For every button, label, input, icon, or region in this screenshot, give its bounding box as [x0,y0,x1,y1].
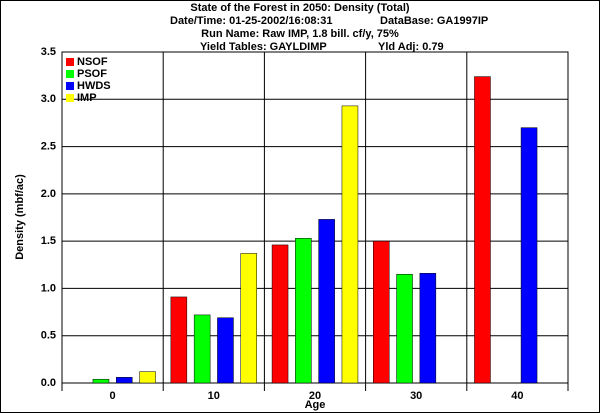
y-tick-label: 1.5 [41,235,56,247]
bar [139,371,156,384]
x-tick-label: 20 [309,390,321,402]
bar [116,377,133,384]
x-tick-label: 30 [410,390,422,402]
plot-border [61,51,569,384]
y-axis-label: Density (mbf/ac) [14,174,26,260]
yield-tables: Yield Tables: GAYLDIMP [200,41,327,53]
bar [170,296,188,384]
bar [217,317,234,384]
bar [295,238,312,384]
x-tick-label: 40 [511,390,523,402]
y-tick-label: 0.5 [41,330,56,342]
bar [271,244,289,384]
legend-label: NSOF [77,56,108,68]
yld-adj: Yld Adj: 0.79 [378,41,444,53]
chart-title: State of the Forest in 2050: Density (To… [190,2,410,14]
bar [373,240,390,384]
y-tick-label: 3.5 [41,46,56,58]
bar [240,253,257,384]
y-tick-label: 2.0 [41,188,56,200]
bar [92,378,110,384]
bar [318,219,335,384]
bar [520,127,538,384]
y-tick-label: 3.0 [41,93,56,105]
legend-swatch [66,94,74,102]
bar [341,105,359,384]
bar [193,314,211,384]
bar [419,273,437,384]
date-time: Date/Time: 01-25-2002/16:08:31 [170,15,332,27]
bar [396,273,413,384]
bar [474,76,491,384]
legend-swatch [66,58,74,66]
legend-label: IMP [77,92,97,104]
x-axis-label: Age [305,399,326,411]
run-name: Run Name: Raw IMP, 1.8 bill. cf/y, 75% [201,28,399,40]
x-tick-label: 10 [208,390,220,402]
legend-label: PSOF [77,68,107,80]
x-tick-label: 0 [110,390,116,402]
legend-label: HWDS [77,80,111,92]
y-tick-label: 1.0 [41,282,56,294]
y-tick-label: 0.0 [41,377,56,389]
y-tick-label: 2.5 [41,140,56,152]
legend-swatch [66,70,74,78]
legend-swatch [66,82,74,90]
database: DataBase: GA1997IP [380,15,488,27]
